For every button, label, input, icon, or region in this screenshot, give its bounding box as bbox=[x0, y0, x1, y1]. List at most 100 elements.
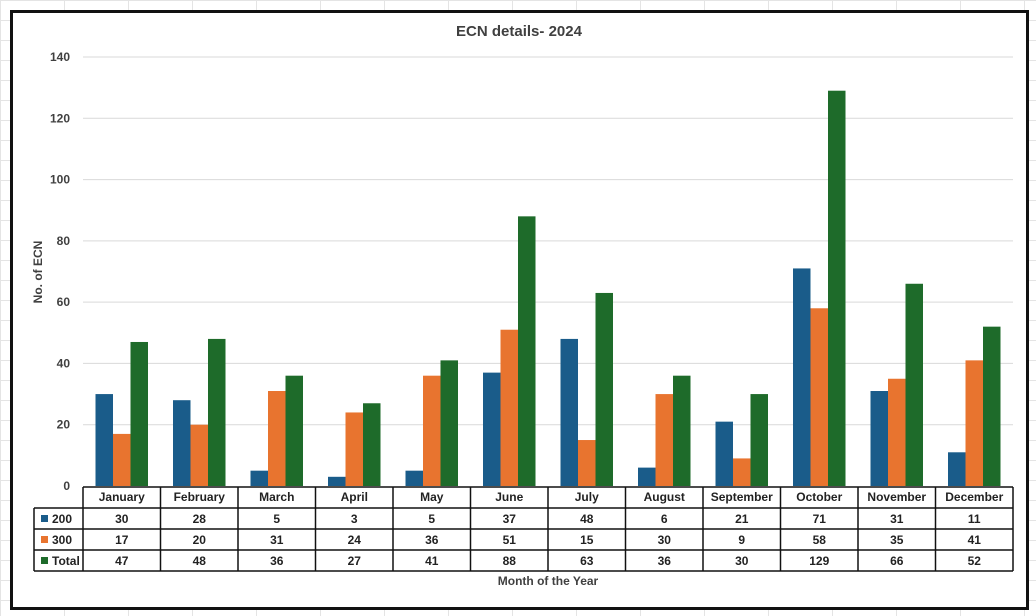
legend-key-300 bbox=[41, 536, 48, 543]
table-cell: 21 bbox=[735, 512, 749, 526]
bar-300-january bbox=[113, 433, 131, 486]
bar-total-september bbox=[750, 394, 768, 486]
table-cell: 129 bbox=[809, 554, 829, 568]
bar-200-may bbox=[405, 470, 423, 486]
bar-300-july bbox=[578, 440, 596, 486]
y-tick-label: 20 bbox=[57, 418, 71, 432]
table-cell: 88 bbox=[503, 554, 517, 568]
bar-300-february bbox=[190, 424, 208, 486]
table-cell: 30 bbox=[115, 512, 129, 526]
x-tick-label: September bbox=[711, 490, 773, 504]
bar-300-december bbox=[965, 360, 983, 486]
bar-300-june bbox=[500, 329, 518, 486]
bar-300-october bbox=[810, 308, 828, 486]
table-cell: 5 bbox=[428, 512, 435, 526]
bar-300-may bbox=[423, 375, 441, 486]
x-tick-label: October bbox=[796, 490, 842, 504]
bar-200-january bbox=[95, 394, 113, 486]
bar-total-august bbox=[673, 375, 691, 486]
bar-200-august bbox=[638, 467, 656, 486]
table-cell: 28 bbox=[193, 512, 207, 526]
bar-total-december bbox=[983, 326, 1001, 486]
bar-total-july bbox=[595, 292, 613, 486]
table-cell: 66 bbox=[890, 554, 904, 568]
y-axis-title: No. of ECN bbox=[31, 241, 45, 304]
bar-200-march bbox=[250, 470, 268, 486]
table-cell: 3 bbox=[351, 512, 358, 526]
legend-label: 300 bbox=[52, 533, 72, 547]
bar-200-june bbox=[483, 372, 501, 486]
y-tick-label: 60 bbox=[57, 295, 71, 309]
table-cell: 47 bbox=[115, 554, 129, 568]
legend-key-total bbox=[41, 557, 48, 564]
table-cell: 5 bbox=[273, 512, 280, 526]
bar-total-november bbox=[905, 283, 923, 486]
table-cell: 24 bbox=[348, 533, 362, 547]
table-cell: 30 bbox=[658, 533, 672, 547]
x-tick-label: November bbox=[867, 490, 926, 504]
gridlines: 0 20 40 60 80 100 120 140 bbox=[50, 50, 1013, 493]
bar-300-april bbox=[345, 412, 363, 486]
bar-total-may bbox=[440, 360, 458, 486]
table-cell: 37 bbox=[503, 512, 517, 526]
data-table: January February March April May June July Augu… bbox=[33, 486, 1014, 572]
x-axis-title: Month of the Year bbox=[498, 574, 599, 588]
legend-label: 200 bbox=[52, 512, 72, 526]
bar-300-march bbox=[268, 391, 286, 486]
table-cell: 58 bbox=[813, 533, 827, 547]
table-cell: 31 bbox=[890, 512, 904, 526]
table-cell: 36 bbox=[425, 533, 439, 547]
table-cell: 41 bbox=[425, 554, 439, 568]
table-cell: 36 bbox=[270, 554, 284, 568]
table-cell: 48 bbox=[580, 512, 594, 526]
bar-300-august bbox=[655, 394, 673, 486]
y-tick-label: 80 bbox=[57, 234, 71, 248]
x-tick-label: May bbox=[420, 490, 444, 504]
bar-300-september bbox=[733, 458, 751, 486]
bar-total-january bbox=[130, 341, 148, 486]
y-tick-label: 100 bbox=[50, 173, 70, 187]
table-cell: 36 bbox=[658, 554, 672, 568]
bar-total-october bbox=[828, 90, 846, 486]
x-tick-label: December bbox=[945, 490, 1003, 504]
table-cell: 71 bbox=[813, 512, 827, 526]
bar-total-february bbox=[208, 338, 226, 486]
chart-title: ECN details- 2024 bbox=[456, 23, 583, 40]
y-tick-label: 140 bbox=[50, 50, 70, 64]
y-tick-label: 40 bbox=[57, 356, 71, 370]
table-cell: 51 bbox=[503, 533, 517, 547]
x-tick-label: January bbox=[99, 490, 145, 504]
bar-200-october bbox=[793, 268, 811, 486]
x-tick-label: February bbox=[174, 490, 226, 504]
table-cell: 31 bbox=[270, 533, 284, 547]
bar-300-november bbox=[888, 378, 906, 486]
bar-total-march bbox=[285, 375, 303, 486]
table-cell: 41 bbox=[968, 533, 982, 547]
x-tick-label: April bbox=[341, 490, 368, 504]
x-tick-label: June bbox=[495, 490, 523, 504]
bar-200-february bbox=[173, 400, 191, 486]
table-cell: 9 bbox=[738, 533, 745, 547]
table-cell: 11 bbox=[968, 512, 981, 526]
table-cell: 27 bbox=[348, 554, 362, 568]
legend-key-200 bbox=[41, 515, 48, 522]
bar-200-april bbox=[328, 476, 346, 486]
x-tick-label: August bbox=[644, 490, 685, 504]
table-cell: 35 bbox=[890, 533, 904, 547]
table-cell: 30 bbox=[735, 554, 749, 568]
table-cell: 48 bbox=[193, 554, 207, 568]
table-cell: 6 bbox=[661, 512, 668, 526]
bars bbox=[95, 90, 1001, 487]
table-cell: 20 bbox=[193, 533, 207, 547]
y-tick-label: 0 bbox=[63, 479, 70, 493]
legend-label: Total bbox=[52, 554, 80, 568]
bar-total-april bbox=[363, 403, 381, 486]
bar-200-july bbox=[560, 338, 578, 486]
table-cell: 63 bbox=[580, 554, 594, 568]
bar-total-june bbox=[518, 216, 536, 487]
table-cell: 15 bbox=[580, 533, 594, 547]
table-cell: 17 bbox=[115, 533, 129, 547]
bar-200-november bbox=[870, 391, 888, 486]
bar-200-december bbox=[948, 452, 966, 486]
